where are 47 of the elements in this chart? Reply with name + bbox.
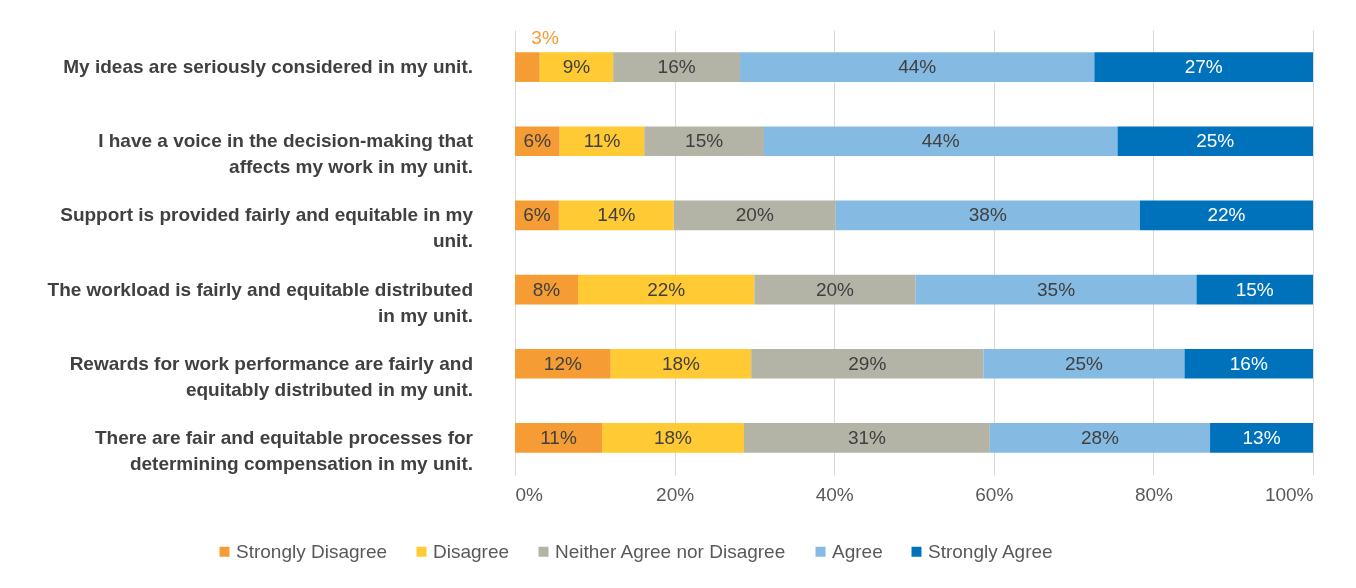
- data-label: 18%: [661, 352, 701, 374]
- data-label: 6%: [523, 204, 551, 226]
- data-label: 15%: [1235, 278, 1274, 300]
- data-label: 44%: [921, 130, 960, 152]
- y-tick-label: There are fair and equitable processes for determining compensation in my unit.: [94, 426, 474, 474]
- data-label: 14%: [597, 204, 636, 226]
- data-label: 35%: [1037, 278, 1076, 300]
- data-label: 18%: [653, 426, 693, 448]
- legend-label: Disagree: [433, 540, 510, 562]
- legend-label: Strongly Agree: [928, 540, 1053, 562]
- x-tick-label: 60%: [975, 483, 1014, 505]
- data-label: 28%: [1080, 426, 1120, 448]
- data-label: 16%: [1229, 352, 1268, 374]
- legend-label: Strongly Disagree: [236, 540, 388, 562]
- legend-label: Agree: [832, 540, 883, 562]
- y-tick-label: I have a voice in the decision-making that affects my work in my unit.: [98, 130, 474, 178]
- data-label: 20%: [735, 204, 774, 226]
- x-tick-label: 100%: [1264, 483, 1314, 505]
- x-tick-label: 40%: [815, 483, 854, 505]
- data-label: 22%: [1207, 204, 1246, 226]
- data-label: 16%: [657, 56, 696, 78]
- y-tick-label: Support is provided fairly and equitable in my unit.: [60, 204, 474, 252]
- y-tick-label: The workload is fairly and equitable distributed in my unit.: [47, 278, 473, 326]
- data-label: 13%: [1242, 426, 1281, 448]
- data-label: 31%: [847, 426, 887, 448]
- data-label: 15%: [685, 130, 724, 152]
- x-tick-label: 0%: [515, 483, 544, 505]
- data-label: 38%: [968, 204, 1007, 226]
- data-label: 11%: [583, 130, 621, 152]
- x-tick-label: 80%: [1134, 483, 1174, 505]
- data-label: 29%: [848, 352, 887, 374]
- data-label: 20%: [815, 278, 855, 300]
- data-label: 11%: [540, 426, 577, 448]
- data-label: 3%: [531, 27, 559, 49]
- data-label: 12%: [543, 352, 582, 374]
- data-label: 22%: [647, 278, 686, 300]
- data-label: 25%: [1064, 352, 1104, 374]
- data-label: 25%: [1196, 130, 1235, 152]
- x-tick-label: 20%: [656, 483, 695, 505]
- data-label: 8%: [532, 278, 561, 300]
- data-label: 6%: [523, 130, 552, 152]
- y-tick-label: My ideas are seriously considered in my unit.: [63, 56, 473, 78]
- data-label: 44%: [898, 56, 937, 78]
- data-label: 9%: [562, 56, 591, 78]
- legend-label: Neither Agree nor Disagree: [555, 540, 786, 562]
- data-label: 27%: [1184, 56, 1223, 78]
- y-tick-label: Rewards for work performance are fairly and equitably distributed in my unit.: [69, 352, 473, 400]
